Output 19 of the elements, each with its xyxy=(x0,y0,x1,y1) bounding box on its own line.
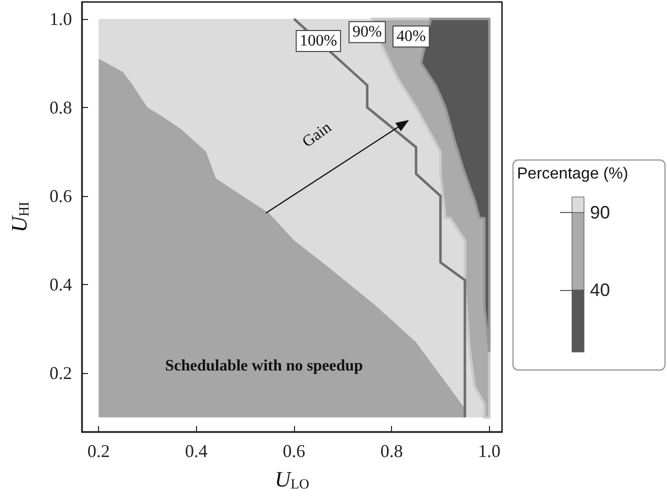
annotation: Schedulable with no speedup xyxy=(165,358,364,374)
x-tick-label: 0.8 xyxy=(380,441,403,461)
x-tick-label: 0.6 xyxy=(282,441,306,461)
x-tick-label: 1.0 xyxy=(478,441,501,461)
y-axis-title: UHI xyxy=(6,201,32,232)
color-bar-title: Percentage (%) xyxy=(517,166,628,182)
y-tick-label: 0.2 xyxy=(50,363,72,384)
y-tick-label: 0.6 xyxy=(50,186,72,206)
color-bar-label: 90 xyxy=(590,202,610,222)
y-tick-label: 1.0 xyxy=(50,8,72,29)
y-tick-label: 0.4 xyxy=(50,274,72,295)
annotation: 100% xyxy=(300,32,338,50)
x-tick-label: 0.2 xyxy=(87,441,110,461)
x-tick-label: 0.4 xyxy=(185,441,208,461)
annotation: 90% xyxy=(352,24,382,41)
annotation: Gain xyxy=(299,118,335,152)
color-bar-label: 40 xyxy=(590,280,610,300)
y-tick-label: 0.8 xyxy=(50,97,72,118)
annotation: 40% xyxy=(396,28,426,46)
